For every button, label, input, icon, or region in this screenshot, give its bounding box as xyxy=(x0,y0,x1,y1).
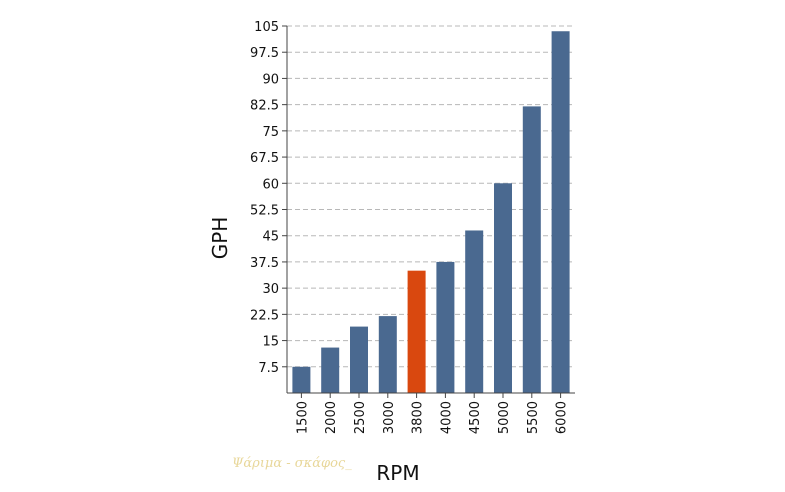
y-tick-labels: 7.5 15 22.5 30 37.5 45 52.5 60 67.5 75 82.5 90 97.5 1… xyxy=(250,20,287,376)
y-tick-label: 97.5 xyxy=(250,46,279,61)
x-axis-title: RPM xyxy=(376,461,419,485)
y-tick-label: 82.5 xyxy=(250,99,279,114)
bar-6000 xyxy=(551,31,570,393)
y-tick-label: 75 xyxy=(262,125,279,140)
bar-3800 xyxy=(407,270,426,393)
x-tick-labels: 1500 2000 2500 3000 3800 4000 4500 5000 5500 6000 xyxy=(295,393,570,434)
x-tick-label: 3800 xyxy=(411,401,426,434)
x-tick-label: 4500 xyxy=(468,401,483,434)
x-tick-label: 5500 xyxy=(526,401,541,434)
x-tick-label: 4000 xyxy=(439,401,454,434)
x-tick-label: 3000 xyxy=(382,401,397,434)
y-tick-label: 105 xyxy=(254,20,279,35)
y-axis-title: GPH xyxy=(208,217,232,260)
y-tick-label: 45 xyxy=(262,230,279,245)
y-tick-label: 7.5 xyxy=(258,361,279,376)
bar-3000 xyxy=(378,316,397,393)
bar-2500 xyxy=(350,326,368,393)
x-tick-label: 2000 xyxy=(324,401,339,434)
grid-lines xyxy=(287,25,575,368)
x-tick-label: 6000 xyxy=(555,401,570,434)
bar-1500 xyxy=(292,366,311,393)
y-tick-label: 37.5 xyxy=(250,256,279,271)
x-tick-label: 1500 xyxy=(295,401,310,434)
y-tick-label: 90 xyxy=(262,72,279,87)
y-tick-label: 60 xyxy=(262,177,279,192)
bar-5000 xyxy=(494,183,512,393)
bar-4000 xyxy=(436,261,455,393)
watermark: Ψάριμα - σκάφος_ xyxy=(232,456,352,471)
bar-4500 xyxy=(465,230,484,393)
y-tick-label: 30 xyxy=(262,282,279,297)
bar-2000 xyxy=(321,347,340,393)
x-tick-label: 5000 xyxy=(497,401,512,434)
y-tick-label: 22.5 xyxy=(250,308,279,323)
bars xyxy=(292,31,570,393)
y-tick-label: 67.5 xyxy=(250,151,279,166)
y-tick-label: 15 xyxy=(262,335,279,350)
y-tick-label: 52.5 xyxy=(250,204,279,219)
bar-5500 xyxy=(522,106,541,393)
x-tick-label: 2500 xyxy=(353,401,368,434)
